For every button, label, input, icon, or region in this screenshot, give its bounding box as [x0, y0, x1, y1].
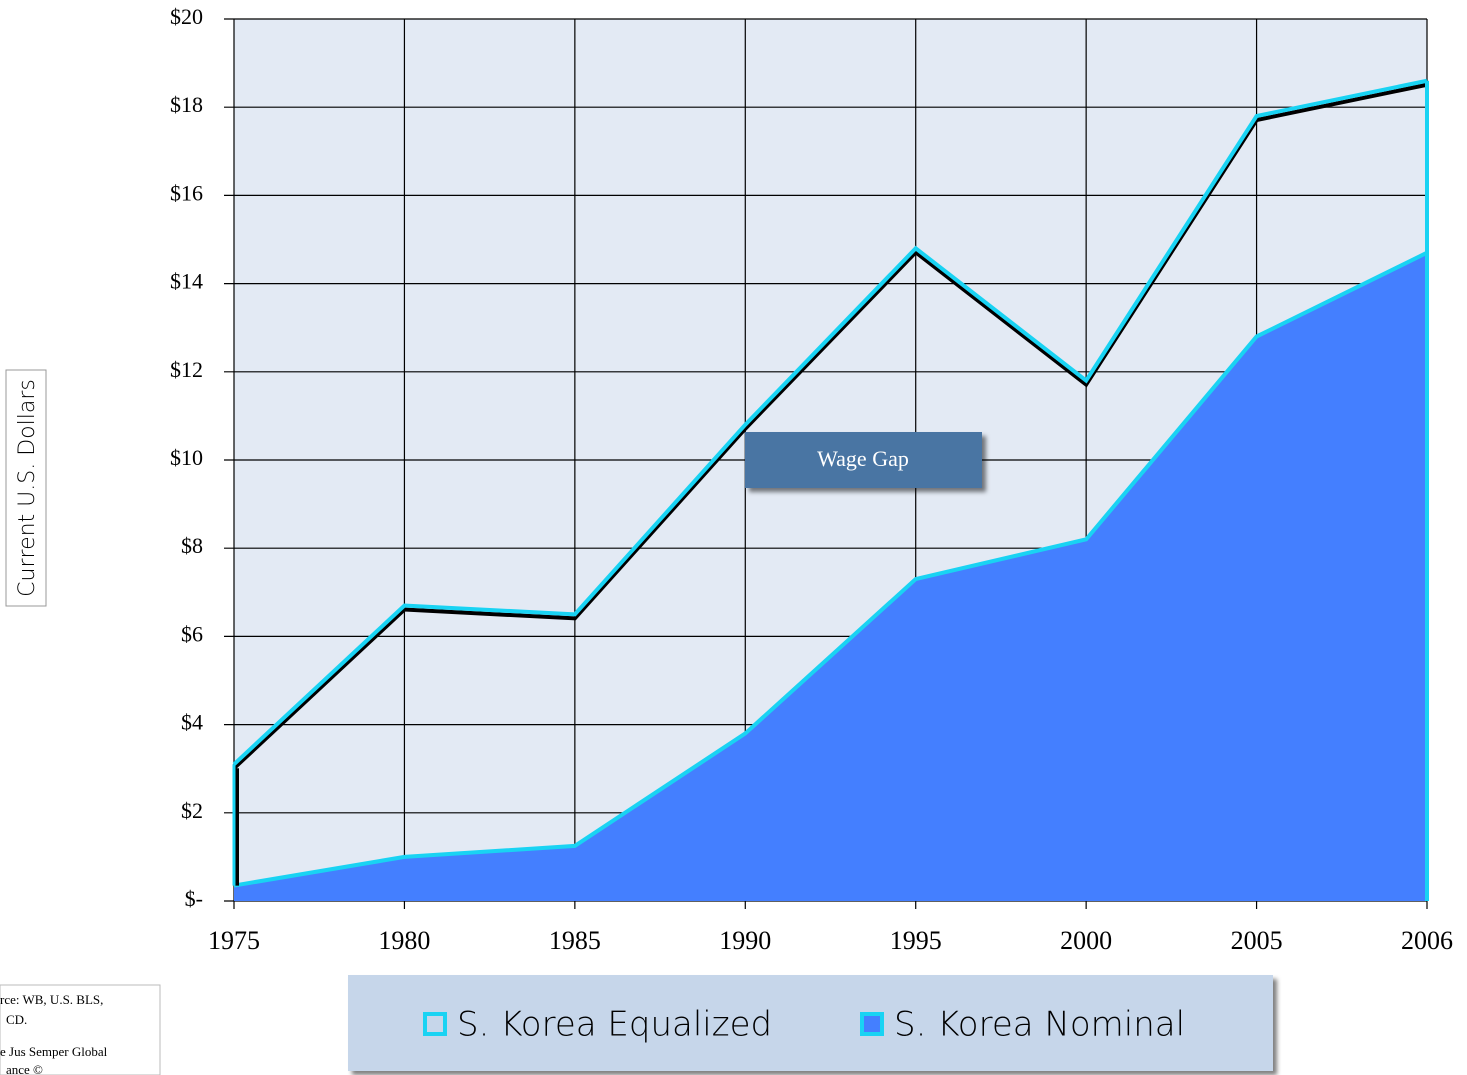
y-tick-label: $6: [181, 621, 203, 646]
annotation-box: [745, 432, 982, 488]
y-tick-label: $2: [181, 798, 203, 823]
line-shadow: [232, 82, 1428, 770]
legend-swatch: [423, 1012, 447, 1036]
line: [232, 78, 1428, 766]
annotation: Wage Gap: [817, 446, 909, 471]
legend-label: S. Korea Equalized: [457, 1005, 772, 1045]
area-line: [233, 250, 1428, 888]
source-text: ance ©: [6, 1062, 43, 1075]
y-tick-label: $8: [181, 533, 203, 558]
y-tick-label: $12: [170, 357, 203, 382]
x-tick-label: 2005: [1231, 926, 1283, 955]
y-tick-label: $10: [170, 445, 203, 470]
x-tick-label: 2006: [1401, 926, 1453, 955]
x-tick-label: 1980: [378, 926, 430, 955]
plot-area: $- $2 $4 $6 $8 $10 $12 $14 $16 $18 $20 1975 1980 1985…: [170, 4, 1453, 955]
legend-box: [348, 975, 1273, 1071]
source-box: [0, 984, 161, 1075]
y-axis-label: Current U.S. Dollars: [15, 379, 40, 597]
x-tick-label: 1985: [549, 926, 601, 955]
y-label-box: [5, 369, 47, 607]
y-tick-label: $14: [170, 269, 203, 294]
source-text: e Jus Semper Global: [0, 1044, 108, 1059]
source-text: rce: WB, U.S. BLS,: [0, 992, 103, 1007]
x-tick-label: 1990: [719, 926, 771, 955]
x-tick-label: 1995: [890, 926, 942, 955]
area: [234, 252, 1427, 902]
x-tick-label: 2000: [1060, 926, 1112, 955]
y-tick-label: $20: [170, 4, 203, 29]
source-text: CD.: [6, 1012, 27, 1027]
x-tick-label: 1975: [208, 926, 260, 955]
legend-swatch: [860, 1012, 884, 1036]
legend-label: S. Korea Nominal: [894, 1005, 1185, 1045]
y-tick-label: $16: [170, 180, 203, 205]
y-tick-label: $4: [181, 710, 203, 735]
y-tick-label: $18: [170, 92, 203, 117]
y-tick-label: $-: [185, 886, 203, 911]
